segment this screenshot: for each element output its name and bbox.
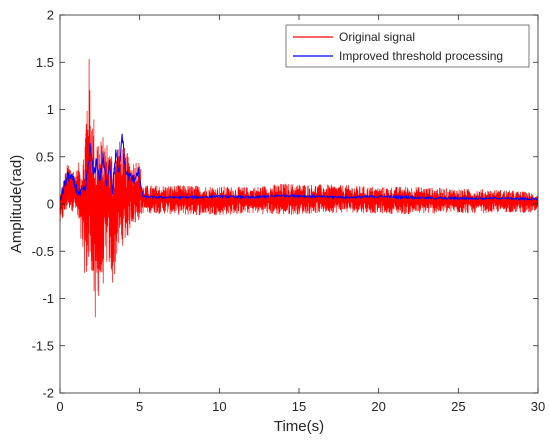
y-tick-label: -1.5 [32, 338, 54, 353]
x-tick-label: 30 [531, 399, 545, 414]
x-axis-title: Time(s) [274, 418, 324, 435]
y-tick-label: 2 [47, 8, 54, 23]
x-tick-label: 5 [136, 399, 143, 414]
x-tick-label: 25 [451, 399, 465, 414]
x-tick-label: 20 [371, 399, 385, 414]
y-tick-label: 0 [47, 197, 54, 212]
y-tick-label: -0.5 [32, 244, 54, 259]
y-axis-title: Amplitude(rad) [8, 155, 25, 253]
legend-label-improved: Improved threshold processing [339, 49, 503, 63]
y-tick-label: 0.5 [36, 149, 54, 164]
x-tick-label: 10 [212, 399, 226, 414]
y-tick-label: -1 [42, 291, 54, 306]
series-original-signal [60, 58, 538, 318]
y-tick-label: -2 [42, 386, 54, 401]
legend-label-original: Original signal [339, 30, 415, 44]
y-tick-label: 1 [47, 102, 54, 117]
x-axis: 0 5 10 15 20 25 30 [56, 15, 545, 414]
y-tick-label: 1.5 [36, 55, 54, 70]
legend: Original signal Improved threshold proce… [285, 24, 530, 68]
plot-area [59, 14, 539, 394]
x-tick-label: 15 [292, 399, 306, 414]
x-tick-label: 0 [56, 399, 63, 414]
y-axis: -2 -1.5 -1 -0.5 0 0.5 1 1.5 2 [32, 8, 538, 401]
legend-box [285, 24, 530, 68]
series-improved-threshold [60, 133, 538, 202]
series-layer [60, 58, 538, 318]
